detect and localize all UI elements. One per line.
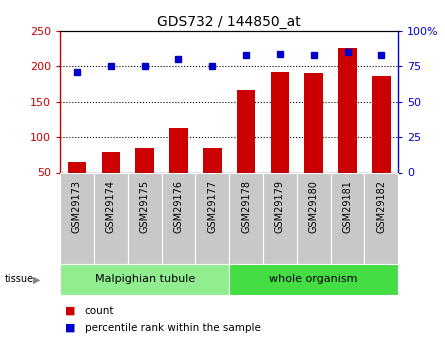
Text: count: count	[85, 306, 114, 315]
Bar	[203, 148, 222, 172]
Bar	[372, 76, 391, 172]
Text: tissue: tissue	[4, 275, 33, 284]
Bar	[128, 172, 162, 264]
Bar	[271, 72, 289, 172]
Bar	[60, 264, 229, 295]
Text: Malpighian tubule: Malpighian tubule	[94, 275, 195, 284]
Bar	[364, 172, 398, 264]
Text: GSM29176: GSM29176	[174, 180, 183, 233]
Bar	[338, 48, 357, 172]
Text: percentile rank within the sample: percentile rank within the sample	[85, 323, 260, 333]
Bar	[229, 264, 398, 295]
Bar	[237, 90, 255, 172]
Bar	[135, 148, 154, 172]
Text: GSM29175: GSM29175	[140, 180, 150, 233]
Bar	[297, 172, 331, 264]
Text: ■: ■	[65, 323, 75, 333]
Bar	[68, 162, 86, 172]
Bar	[331, 172, 364, 264]
Text: GSM29178: GSM29178	[241, 180, 251, 233]
Bar	[195, 172, 229, 264]
Text: GSM29179: GSM29179	[275, 180, 285, 233]
Bar	[169, 128, 188, 172]
Bar	[304, 73, 323, 172]
Text: ■: ■	[65, 306, 75, 315]
Bar	[162, 172, 195, 264]
Text: whole organism: whole organism	[270, 275, 358, 284]
Title: GDS732 / 144850_at: GDS732 / 144850_at	[157, 14, 301, 29]
Text: ▶: ▶	[33, 275, 41, 284]
Bar	[263, 172, 297, 264]
Bar	[60, 172, 94, 264]
Text: GSM29173: GSM29173	[72, 180, 82, 233]
Bar	[94, 172, 128, 264]
Text: GSM29177: GSM29177	[207, 180, 217, 233]
Text: GSM29181: GSM29181	[343, 180, 352, 233]
Bar	[101, 152, 120, 172]
Text: GSM29182: GSM29182	[376, 180, 386, 233]
Text: GSM29180: GSM29180	[309, 180, 319, 233]
Bar	[229, 172, 263, 264]
Text: GSM29174: GSM29174	[106, 180, 116, 233]
